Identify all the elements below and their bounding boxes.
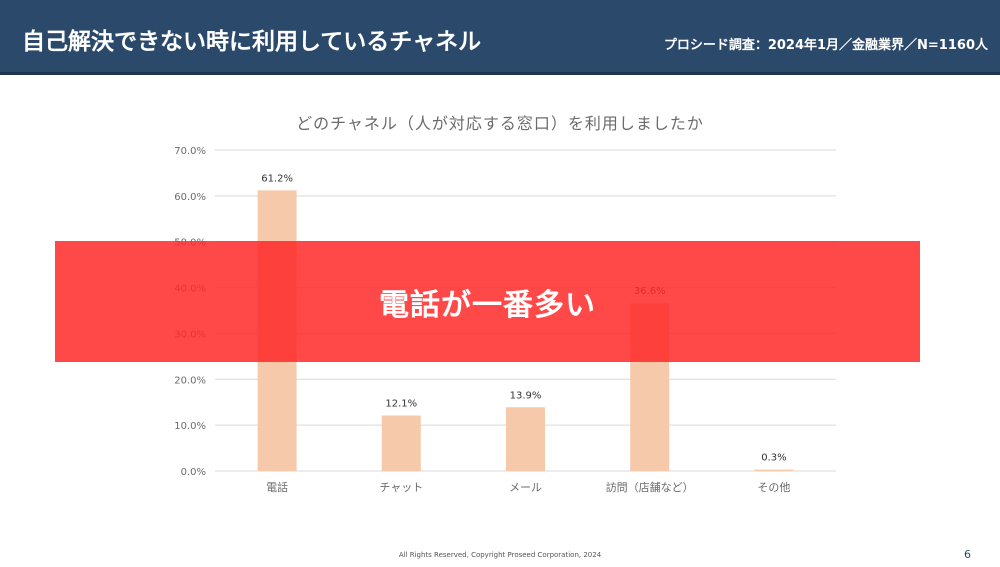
y-tick-label: 0.0% — [181, 467, 206, 478]
highlight-banner: 電話が一番多い — [55, 241, 920, 362]
data-label: 0.3% — [761, 453, 786, 464]
data-label: 12.1% — [385, 399, 417, 410]
page-title: 自己解決できない時に利用しているチャネル — [22, 29, 482, 55]
chart-title: どのチャネル（人が対応する窓口）を利用しましたか — [296, 114, 704, 133]
header-bar — [0, 0, 1000, 72]
x-tick-label: 訪問（店舗など） — [606, 480, 694, 494]
data-label: 13.9% — [510, 390, 542, 401]
y-tick-label: 70.0% — [174, 146, 206, 157]
x-tick-label: メール — [509, 481, 542, 494]
x-tick-label: チャット — [379, 481, 423, 494]
bar — [506, 407, 545, 471]
y-tick-label: 10.0% — [174, 421, 206, 432]
bar — [754, 469, 794, 471]
bar — [381, 415, 421, 471]
x-tick-label: 電話 — [266, 480, 288, 494]
page-number: 6 — [964, 548, 971, 561]
x-tick-label: その他 — [757, 481, 790, 494]
survey-info: プロシード調査：2024年1月／金融業界／N=1160人 — [663, 38, 988, 53]
y-tick-label: 60.0% — [174, 192, 206, 203]
y-tick-label: 20.0% — [174, 375, 206, 386]
header-divider — [0, 72, 1000, 75]
highlight-text: 電話が一番多い — [379, 287, 596, 323]
copyright-footer: All Rights Reserved, Copyright Proseed C… — [398, 551, 602, 559]
data-label: 61.2% — [261, 173, 293, 184]
